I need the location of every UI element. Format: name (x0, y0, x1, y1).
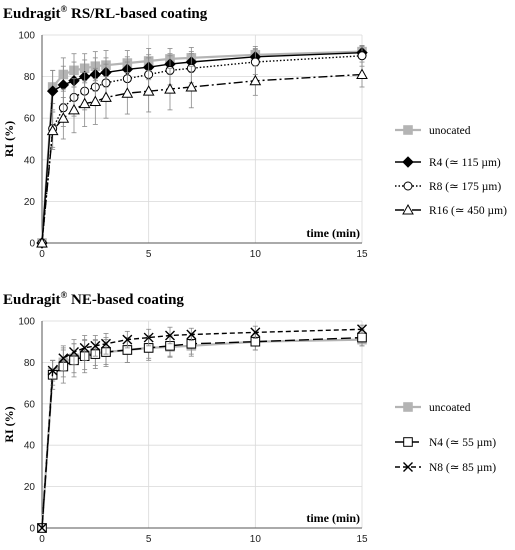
chart-title: Eudragit® RS/RL-based coating (3, 4, 208, 22)
data-point (121, 87, 134, 98)
chart-title-text: Eudragit (3, 6, 61, 22)
data-point (90, 340, 101, 351)
series-0 (37, 333, 367, 533)
data-point (46, 124, 59, 136)
data-point (143, 332, 154, 343)
series-3 (36, 61, 368, 248)
y-tick-label: 80 (24, 72, 36, 83)
data-point (37, 523, 47, 533)
y-tick-label: 20 (24, 482, 36, 493)
legend-swatch-marker (403, 437, 413, 447)
legend-label: R8 (≃ 175 µm) (429, 181, 501, 193)
x-tick-label: 5 (146, 534, 152, 545)
data-point (357, 324, 367, 335)
series-line (41, 55, 363, 244)
data-point (57, 112, 70, 123)
x-tick-label: 0 (39, 534, 45, 545)
legend-label: R4 (≃ 115 µm) (429, 157, 501, 169)
y-tick-label: 60 (24, 399, 36, 410)
y-tick-label: 60 (24, 114, 36, 125)
chart-title-text: Eudragit (3, 292, 61, 308)
data-point (68, 103, 80, 115)
data-point (69, 347, 79, 358)
legend-label: R16 (≃ 450 µm) (429, 205, 507, 217)
data-point (78, 97, 91, 109)
data-point (357, 51, 367, 61)
data-point (357, 332, 367, 343)
legend-swatch-marker (402, 203, 414, 215)
legend-swatch-marker (403, 125, 413, 135)
data-point (47, 365, 58, 376)
chart-title-rest: RS/RL-based coating (67, 6, 208, 22)
data-point (122, 334, 133, 345)
x-tick-label: 10 (250, 249, 262, 260)
y-tick-label: 0 (29, 524, 35, 535)
series-1 (37, 328, 367, 533)
series-line (41, 328, 363, 529)
y-tick-label: 40 (24, 155, 36, 166)
data-point (79, 342, 90, 353)
series-line (41, 73, 363, 244)
series-line (40, 338, 363, 529)
x-tick-label: 10 (250, 534, 262, 545)
legend-label: N4 (≃ 55 µm) (429, 437, 496, 449)
panel-ne: Eudragit® NE-based coating 0 20 40 60 80 100 0 5… (2, 290, 496, 545)
legend-label: N8 (≃ 85 µm) (429, 462, 496, 474)
y-tick-label: 20 (24, 197, 36, 208)
y-tick-label: 40 (24, 441, 36, 452)
chart-title-superscript: ® (61, 4, 68, 14)
data-point (186, 329, 197, 340)
series-line (41, 336, 363, 529)
data-point (249, 74, 262, 86)
x-tick-label: 15 (356, 534, 368, 545)
data-point (165, 330, 175, 341)
chart-title: Eudragit® NE-based coating (3, 290, 184, 308)
y-axis-label: RI (%) (2, 406, 16, 442)
legend-swatch-marker (403, 402, 413, 412)
data-point (89, 95, 102, 107)
x-tick-label: 15 (356, 249, 368, 260)
legend-swatch-marker (403, 181, 413, 191)
data-point (185, 80, 198, 92)
y-axis-label: RI (%) (2, 121, 16, 157)
data-point (356, 68, 368, 80)
chart-title-superscript: ® (61, 290, 68, 300)
y-tick-label: 100 (18, 317, 35, 328)
chart-title-rest: NE-based coating (67, 292, 184, 308)
data-point (36, 236, 48, 248)
series-2 (37, 324, 367, 533)
data-point (101, 338, 111, 349)
data-point (250, 57, 260, 67)
y-tick-label: 80 (24, 358, 36, 369)
y-tick-label: 0 (29, 239, 35, 250)
data-point (164, 83, 176, 94)
x-axis-label: time (min) (306, 511, 360, 525)
data-point (142, 85, 155, 96)
x-tick-label: 5 (146, 249, 152, 260)
panel-rs-rl: Eudragit® RS/RL-based coating 0 20 40 60 80 10… (2, 4, 507, 260)
data-point (58, 353, 69, 364)
data-point (46, 85, 59, 97)
data-point (100, 91, 112, 102)
legend-swatch-marker (403, 462, 413, 472)
legend-label: unocated (429, 125, 471, 137)
data-point (57, 79, 70, 91)
data-point (250, 327, 261, 338)
series-line (40, 50, 363, 244)
x-axis-label: time (min) (306, 226, 360, 240)
legend-label: uncoated (429, 402, 471, 414)
series-line (41, 52, 363, 244)
legend-swatch-marker (402, 156, 414, 168)
x-tick-label: 0 (39, 249, 45, 260)
y-tick-label: 100 (18, 31, 35, 42)
